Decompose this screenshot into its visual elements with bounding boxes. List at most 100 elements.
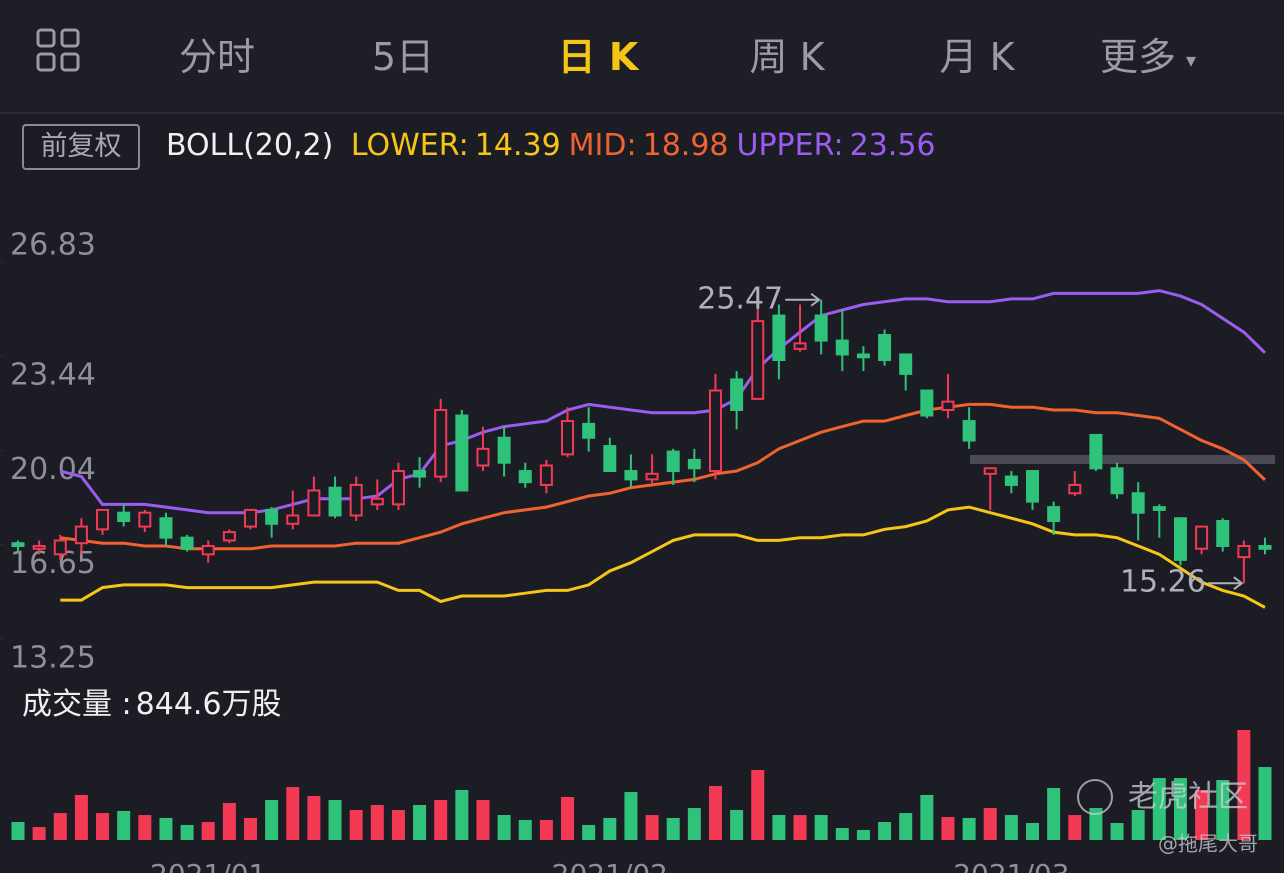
candle-body (1237, 544, 1251, 559)
tab[interactable]: 月 K (939, 35, 1015, 79)
dropdown-arrow: ▾ (1185, 47, 1197, 72)
candle-body (349, 483, 363, 517)
candle-body (476, 447, 490, 467)
indicator-name: BOLL(20,2) (166, 128, 334, 163)
tab[interactable]: 更多 ▾ (1099, 35, 1197, 79)
candle-body (708, 389, 722, 473)
candle-body (243, 508, 257, 528)
volume-bar (582, 824, 596, 840)
tab[interactable]: 分时 (178, 35, 256, 79)
candle-body (624, 470, 638, 481)
tab[interactable]: 周 K (749, 35, 825, 79)
adjust-button[interactable]: 前复权 (22, 124, 140, 170)
volume-bar (1026, 822, 1040, 840)
candle-body (1216, 520, 1230, 547)
volume-bar (1131, 810, 1145, 840)
candle-body (117, 511, 131, 523)
candle-body (286, 514, 300, 525)
volume-bar (878, 822, 892, 840)
volume-bar (159, 817, 173, 840)
boll-line (60, 505, 1266, 609)
annotation-arrowhead (1233, 576, 1244, 590)
volume-bar (96, 813, 110, 840)
candle-body (96, 508, 110, 531)
volume-bar (962, 817, 976, 840)
volume-bar (307, 796, 321, 840)
candle-body (793, 342, 807, 350)
candle-body (222, 531, 236, 542)
tab[interactable]: 日 K (557, 35, 639, 79)
candle-body (1131, 492, 1145, 514)
x-tick-label: 2021/02 (552, 858, 668, 873)
volume-bar (1089, 808, 1103, 840)
volume-bar (561, 796, 575, 840)
candle-body (497, 436, 511, 464)
y-tick-label: 26.83 (10, 228, 96, 263)
candle-body (835, 339, 849, 356)
volume-bar (814, 815, 828, 840)
volume-bar (455, 789, 469, 840)
volume-bar (835, 827, 849, 840)
candle-body (1258, 544, 1272, 550)
volume-label: 成交量 :844.6万股 (22, 687, 282, 722)
volume-bar (1258, 767, 1272, 840)
candle-body (582, 422, 596, 439)
volume-bar (243, 817, 257, 840)
candle-body (201, 544, 215, 556)
volume-bar (941, 817, 955, 840)
volume-bar (180, 824, 194, 840)
candle-body (1173, 517, 1187, 561)
volume-bar (666, 817, 680, 840)
y-tick-label: 13.25 (10, 641, 96, 676)
volume-bar (983, 808, 997, 840)
volume-bar (645, 815, 659, 840)
volume-bar (497, 815, 511, 840)
volume-bar (138, 815, 152, 840)
menu-icon[interactable] (36, 28, 96, 88)
candle-body (434, 408, 448, 478)
y-tick-label: 23.44 (10, 358, 96, 393)
candle-body (1004, 475, 1018, 486)
watermark-user: @拖尾大哥 (1158, 832, 1258, 856)
candle-body (1110, 467, 1124, 495)
watermark: 老虎社区 @拖尾大哥 (1077, 779, 1258, 856)
indicator-legend: BOLL(20,2) LOWER: 14.39 MID: 18.98 UPPER: 23.… (166, 128, 944, 163)
volume-bar (434, 799, 448, 840)
candle-body (74, 525, 88, 545)
candle-body (878, 334, 892, 361)
drawn-level (970, 455, 1275, 464)
legend-name: UPPER: (736, 128, 844, 163)
volume-bar (1216, 780, 1230, 840)
volume-bar (793, 815, 807, 840)
candle-body (1047, 506, 1061, 523)
candle-body (941, 400, 955, 411)
volume-bar (32, 827, 46, 840)
volume-bar (708, 785, 722, 840)
volume-bar (1110, 822, 1124, 840)
candle-body (645, 472, 659, 481)
candle-body (1068, 483, 1082, 495)
x-tick-label: 2021/03 (953, 858, 1069, 873)
candle-body (1152, 506, 1166, 511)
y-tick-label: 20.04 (10, 452, 96, 487)
legend-value: 18.98 (642, 128, 729, 163)
candle-body (666, 450, 680, 473)
candle-body (1026, 470, 1040, 503)
candle-body (391, 470, 405, 506)
watermark-brand: 老虎社区 (1128, 780, 1248, 815)
tab[interactable]: 5日 (371, 35, 435, 79)
candle-body (603, 445, 617, 473)
candle-body (751, 320, 765, 400)
volume-bar (1068, 815, 1082, 840)
candle-body (772, 314, 786, 361)
candle-body (962, 420, 976, 442)
volume-bar (899, 813, 913, 840)
legend-value: 23.56 (849, 128, 936, 163)
volume-bar (265, 799, 279, 840)
volume-bar (74, 794, 88, 840)
candle-body (307, 489, 321, 517)
volume-title: 成交量 : (22, 687, 132, 722)
volume-bar (856, 829, 870, 840)
